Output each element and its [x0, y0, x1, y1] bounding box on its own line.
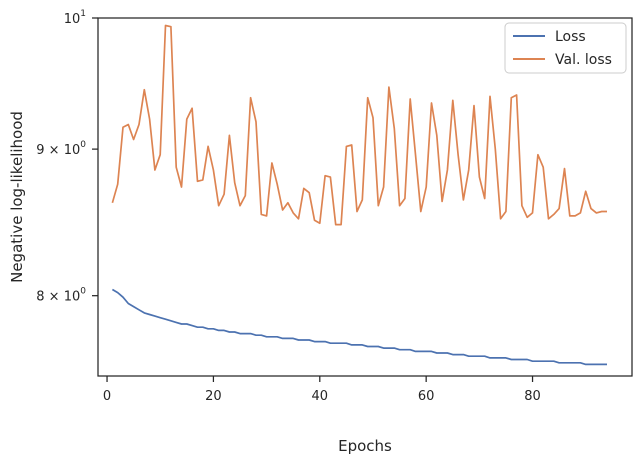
series-line-0: [111, 288, 607, 366]
y-axis-ticks: 8 × 100 9 × 100 101: [36, 9, 98, 305]
x-tick-label-1: 20: [205, 389, 222, 404]
series-layer: [111, 24, 607, 366]
legend-label-loss: Loss: [555, 29, 586, 45]
series-line-1: [111, 24, 607, 226]
plot-area: [98, 18, 632, 376]
y-axis-label: Negative log-likelihood: [8, 111, 26, 283]
legend-label-val-loss: Val. loss: [555, 52, 612, 68]
x-axis-label: Epochs: [338, 437, 392, 455]
legend: Loss Val. loss: [504, 22, 627, 74]
x-tick-label-3: 60: [418, 389, 435, 404]
x-tick-label-0: 0: [103, 389, 111, 404]
y-tick-label-1: 9 × 100: [36, 140, 86, 158]
x-tick-label-2: 40: [312, 389, 329, 404]
plot-frame: [97, 17, 633, 377]
y-tick-label-0: 8 × 100: [36, 287, 86, 305]
x-axis-ticks: 0 20 40 60 80: [103, 376, 541, 404]
y-tick-label-2: 101: [64, 9, 86, 27]
x-tick-label-4: 80: [524, 389, 541, 404]
